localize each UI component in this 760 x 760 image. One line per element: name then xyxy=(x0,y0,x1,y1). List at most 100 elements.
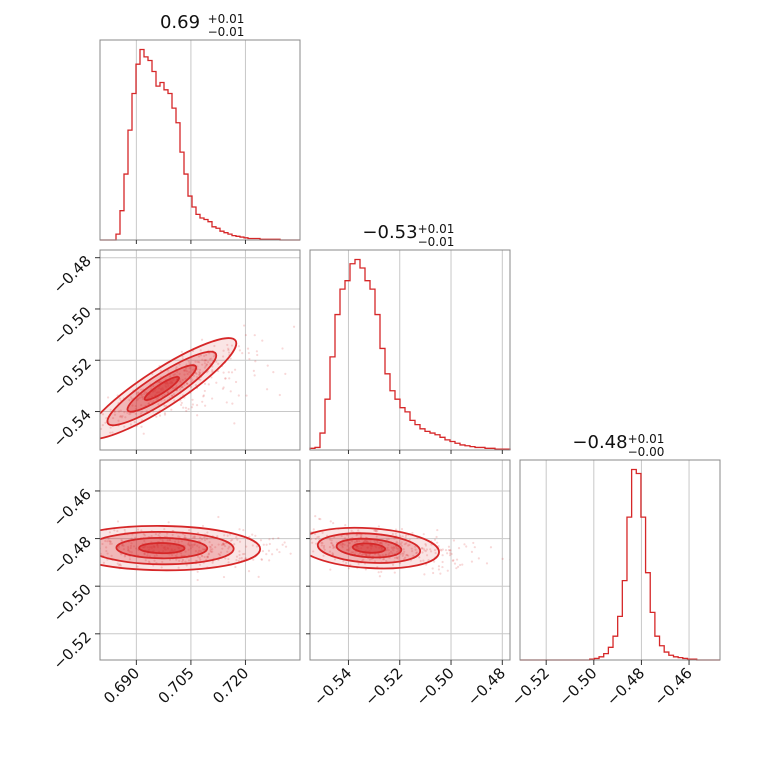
scatter-point xyxy=(161,560,164,564)
scatter-point xyxy=(211,397,214,400)
scatter-point xyxy=(447,549,451,552)
scatter-point xyxy=(136,399,139,402)
scatter-point xyxy=(166,383,169,386)
histogram-2 xyxy=(309,258,511,450)
scatter-point xyxy=(404,536,407,539)
contour-level-1 xyxy=(310,526,440,570)
scatter-point xyxy=(129,544,133,548)
scatter-point xyxy=(211,550,214,553)
scatter-point xyxy=(345,561,348,564)
scatter-point xyxy=(265,552,268,556)
scatter-point xyxy=(425,554,429,557)
scatter-point xyxy=(283,541,286,544)
scatter-point xyxy=(217,362,220,365)
scatter-point xyxy=(292,325,296,328)
scatter-point xyxy=(241,552,245,556)
scatter-point xyxy=(150,545,153,549)
scatter-point xyxy=(143,546,146,549)
scatter-point xyxy=(127,549,130,552)
scatter-point xyxy=(421,551,424,554)
scatter-point xyxy=(187,360,190,363)
title-lower-3: −0.00 xyxy=(628,445,665,459)
scatter-point xyxy=(170,382,173,385)
x-tick-label: −0.48 xyxy=(603,664,648,709)
scatter-point xyxy=(489,546,493,549)
x-tick-label: 0.705 xyxy=(155,664,198,707)
scatter-point xyxy=(90,551,92,553)
scatter-point xyxy=(163,404,166,408)
scatter-point xyxy=(192,543,195,546)
scatter-point xyxy=(260,558,263,561)
scatter-point xyxy=(333,558,337,561)
scatter-point xyxy=(171,553,174,557)
scatter-point xyxy=(352,551,355,554)
scatter-point xyxy=(246,347,250,350)
scatter-point xyxy=(136,565,139,568)
scatter-point xyxy=(171,380,174,383)
scatter-point xyxy=(173,399,176,402)
scatter-point xyxy=(118,563,121,567)
scatter-point xyxy=(134,547,138,550)
scatter-point xyxy=(68,540,70,542)
scatter-point xyxy=(159,387,163,391)
scatter-point xyxy=(183,534,186,537)
scatter-point xyxy=(153,545,156,548)
scatter-point xyxy=(392,549,395,552)
scatter-point xyxy=(192,374,195,377)
scatter-point xyxy=(448,554,452,557)
scatter-point xyxy=(373,540,376,543)
scatter-point xyxy=(243,324,246,327)
scatter-point xyxy=(455,567,458,570)
scatter-point xyxy=(369,544,372,547)
scatter-point xyxy=(199,349,202,352)
scatter-point xyxy=(402,552,405,555)
scatter-point xyxy=(348,549,351,552)
scatter-point xyxy=(113,413,117,416)
scatter-point xyxy=(254,534,257,537)
scatter-point xyxy=(187,541,190,545)
scatter-point xyxy=(123,555,126,558)
scatter-point xyxy=(171,533,174,537)
scatter-point xyxy=(180,401,183,405)
scatter-point xyxy=(391,563,395,566)
scatter-point xyxy=(375,546,378,549)
scatter-point xyxy=(453,562,457,565)
scatter-point xyxy=(247,569,251,573)
scatter-point xyxy=(343,543,346,546)
scatter-point xyxy=(214,546,217,549)
scatter-point xyxy=(420,546,424,550)
scatter-point xyxy=(208,541,211,544)
scatter-point xyxy=(191,545,194,548)
scatter-point xyxy=(147,402,151,405)
scatter-point xyxy=(436,541,439,544)
scatter-point xyxy=(201,548,205,551)
scatter-point xyxy=(361,552,365,555)
scatter-point xyxy=(187,559,191,562)
scatter-point xyxy=(277,536,280,540)
scatter-point xyxy=(393,556,397,559)
scatter-point xyxy=(208,352,211,355)
panel-frame-diag-3 xyxy=(519,459,721,661)
scatter-point xyxy=(370,547,373,550)
scatter-point xyxy=(328,546,332,549)
scatter-point xyxy=(441,548,444,551)
scatter-point xyxy=(127,545,130,548)
scatter-point xyxy=(340,534,343,538)
scatter-point xyxy=(89,428,91,430)
scatter-point xyxy=(397,557,400,560)
scatter-point xyxy=(350,551,353,554)
panel-frame-pair-1 xyxy=(99,249,301,451)
scatter-point xyxy=(165,381,169,384)
scatter-point xyxy=(133,420,136,424)
scatter-point xyxy=(261,549,265,553)
scatter-point xyxy=(148,546,152,549)
scatter-point xyxy=(160,566,163,569)
scatter-point xyxy=(174,554,177,558)
scatter-point xyxy=(134,536,137,539)
scatter-point xyxy=(221,542,225,545)
scatter-point xyxy=(109,540,112,543)
scatter-point xyxy=(143,534,147,537)
scatter-point xyxy=(321,531,324,534)
scatter-point xyxy=(120,553,123,556)
scatter-point xyxy=(127,547,130,550)
